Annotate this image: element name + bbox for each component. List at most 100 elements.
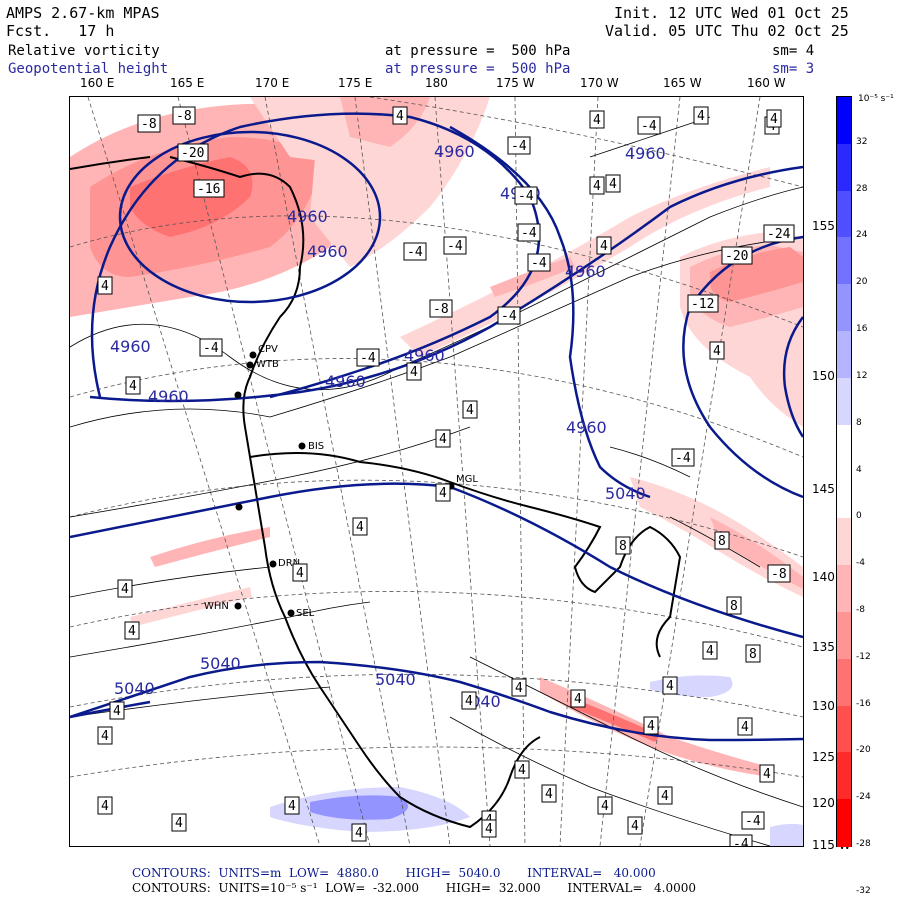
map-canvas: CPV WTB BIS MGL DRN SEL WHN 4960 4960 4960…: [70, 97, 803, 846]
svg-text:4: 4: [545, 787, 553, 802]
station-dot-sel: [287, 609, 295, 617]
height-label: 4960: [148, 387, 189, 406]
vorticity-label: 4: [511, 678, 527, 697]
colorbar-tick-label: 32: [856, 136, 868, 147]
svg-text:4: 4: [465, 694, 473, 709]
lon-label: 165 W: [663, 76, 702, 90]
svg-text:4: 4: [666, 679, 674, 694]
vorticity-label: 8: [745, 644, 761, 663]
svg-text:-4: -4: [733, 837, 749, 846]
vorticity-label: 4: [702, 641, 718, 660]
colorbar-tick-label: -24: [856, 792, 871, 803]
vorticity-label: -8: [767, 564, 791, 583]
vorticity-label: 4: [605, 174, 621, 193]
height-label: 4960: [307, 242, 348, 261]
height-label: 4960: [625, 144, 666, 163]
station-dot-drn: [269, 560, 277, 568]
colorbar-tick-label: -4: [856, 558, 865, 569]
svg-text:4: 4: [600, 239, 608, 254]
vorticity-contours: [70, 116, 803, 846]
station-label-sel: SEL: [296, 608, 315, 619]
vorticity-label: 4: [435, 429, 451, 448]
svg-text:4: 4: [410, 365, 418, 380]
height-label: 4960: [287, 207, 328, 226]
height-label: 5040: [605, 484, 646, 503]
height-label: 4960: [565, 262, 606, 281]
vorticity-label: 4: [352, 517, 368, 536]
svg-text:4: 4: [121, 582, 129, 597]
colorbar-tick-label: 16: [856, 324, 868, 335]
svg-text:8: 8: [730, 599, 738, 614]
vorticity-label: 4: [737, 717, 753, 736]
field2-level: at pressure = 500 hPa: [385, 61, 571, 77]
vorticity-label: -4: [497, 306, 521, 325]
svg-text:4: 4: [515, 681, 523, 696]
vorticity-label: 4: [117, 579, 133, 598]
lon-label: 165 E: [170, 76, 205, 90]
svg-text:4: 4: [439, 486, 447, 501]
svg-text:4: 4: [128, 624, 136, 639]
svg-text:4: 4: [631, 819, 639, 834]
graticule: [70, 97, 803, 846]
station-label-wtb: WTB: [256, 359, 279, 370]
station-dot-extra-1: [234, 391, 242, 399]
colorbar-segment: [837, 752, 851, 800]
colorbar-tick-label: 24: [856, 230, 868, 241]
footer-height-contours: CONTOURS: UNITS=m LOW= 4880.0 HIGH= 5040…: [132, 866, 656, 880]
lon-label: 160 W: [747, 76, 786, 90]
colorbar-tick-label: -28: [856, 839, 871, 849]
svg-text:4: 4: [763, 767, 771, 782]
colorbar-tick-label: 12: [856, 370, 868, 381]
svg-text:4: 4: [593, 113, 601, 128]
colorbar-segment: [837, 284, 851, 332]
station-dot-wtb: [246, 361, 254, 369]
vorticity-label: 4: [657, 786, 673, 805]
field1-smoothing: sm= 4: [772, 43, 815, 59]
svg-text:4: 4: [706, 644, 714, 659]
svg-text:4: 4: [396, 109, 404, 124]
height-label: 4960: [325, 372, 366, 391]
vorticity-label: 4: [171, 813, 187, 832]
vorticity-label: -20: [177, 143, 209, 162]
vorticity-label: 4: [406, 362, 422, 381]
vorticity-label: -4: [671, 448, 695, 467]
svg-text:4: 4: [439, 432, 447, 447]
vorticity-label: -8: [429, 299, 453, 318]
svg-text:-4: -4: [203, 341, 219, 356]
station-dot-whn: [234, 602, 242, 610]
colorbar-segment: [837, 705, 851, 753]
svg-text:-4: -4: [511, 139, 527, 154]
colorbar-tick-label: -20: [856, 745, 871, 756]
height-label: 4960: [434, 142, 475, 161]
svg-text:4: 4: [485, 822, 493, 837]
vorticity-label: 4: [125, 376, 141, 395]
svg-text:4: 4: [296, 566, 304, 581]
valid-time: Valid. 05 UTC Thu 02 Oct 25: [605, 22, 849, 40]
svg-text:4: 4: [697, 109, 705, 124]
colorbar-segment: [837, 424, 851, 472]
vorticity-label: 4: [759, 764, 775, 783]
colorbar-segment: [837, 97, 851, 145]
vorticity-label: 4: [693, 106, 709, 125]
vorticity-label: 4: [766, 109, 782, 128]
svg-text:-8: -8: [141, 117, 157, 132]
station-dot-extra-2: [235, 503, 243, 511]
svg-text:4: 4: [518, 763, 526, 778]
vorticity-label: 4: [435, 483, 451, 502]
colorbar-segment: [837, 799, 851, 847]
colorbar-segment: [837, 658, 851, 707]
colorbar-tick-label: 0: [856, 511, 862, 522]
vorticity-label: -4: [741, 811, 765, 830]
vorticity-label: -4: [514, 186, 538, 205]
colorbar-segment: [837, 611, 851, 660]
svg-text:8: 8: [619, 539, 627, 554]
vorticity-label: 4: [589, 176, 605, 195]
colorbar-tick-label: 4: [856, 464, 862, 475]
svg-text:4: 4: [713, 344, 721, 359]
svg-text:8: 8: [718, 534, 726, 549]
svg-text:-20: -20: [725, 249, 748, 264]
svg-text:4: 4: [113, 704, 121, 719]
vorticity-label: 4: [596, 236, 612, 255]
station-label-bis: BIS: [308, 441, 324, 452]
vorticity-label: -4: [199, 338, 223, 357]
